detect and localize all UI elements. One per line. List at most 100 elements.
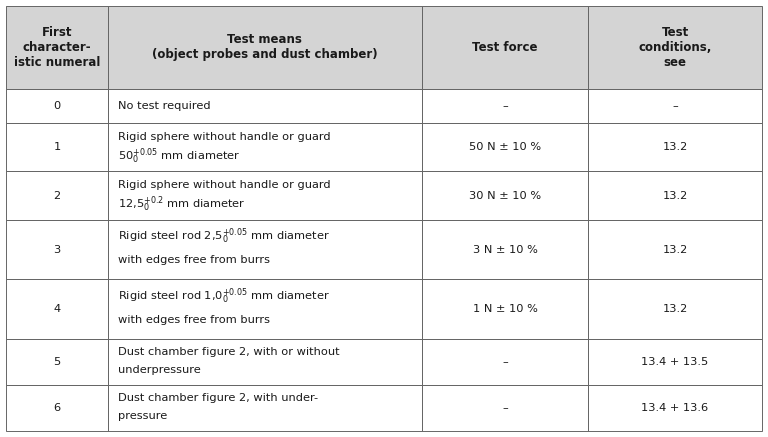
Bar <box>6 385 108 431</box>
Bar <box>6 279 108 339</box>
Bar <box>422 279 588 339</box>
Text: 12,5$^{+0.2}_{0}$ mm diameter: 12,5$^{+0.2}_{0}$ mm diameter <box>118 194 246 214</box>
Text: 13.2: 13.2 <box>663 245 687 254</box>
Text: underpressure: underpressure <box>118 365 200 375</box>
Text: 3 N ± 10 %: 3 N ± 10 % <box>472 245 538 254</box>
Bar <box>588 89 762 123</box>
Text: 30 N ± 10 %: 30 N ± 10 % <box>469 191 541 201</box>
Bar <box>588 279 762 339</box>
Bar <box>108 279 422 339</box>
Bar <box>6 171 108 220</box>
Text: First
character-
istic numeral: First character- istic numeral <box>14 26 100 69</box>
Bar <box>108 220 422 279</box>
Text: –: – <box>502 101 508 111</box>
Text: Dust chamber figure 2, with or without: Dust chamber figure 2, with or without <box>118 347 339 357</box>
Bar <box>588 89 762 123</box>
Text: with edges free from burrs: with edges free from burrs <box>118 255 270 265</box>
Text: 4: 4 <box>54 304 61 314</box>
Text: 1: 1 <box>54 142 61 152</box>
Bar <box>108 339 422 385</box>
Bar <box>108 279 422 339</box>
Text: Test
conditions,
see: Test conditions, see <box>638 26 712 69</box>
Bar <box>422 89 588 123</box>
Bar <box>422 6 588 89</box>
Text: pressure: pressure <box>118 411 167 421</box>
Bar <box>588 220 762 279</box>
Bar <box>588 385 762 431</box>
Text: Test force: Test force <box>472 41 538 54</box>
Bar <box>588 339 762 385</box>
Bar <box>588 123 762 171</box>
Bar <box>6 123 108 171</box>
Bar <box>422 385 588 431</box>
Bar <box>588 6 762 89</box>
Text: 3: 3 <box>54 245 61 254</box>
Bar <box>108 220 422 279</box>
Text: 50 N ± 10 %: 50 N ± 10 % <box>469 142 541 152</box>
Bar <box>6 6 108 89</box>
Text: Rigid steel rod 1,0$^{+0.05}_{0}$ mm diameter: Rigid steel rod 1,0$^{+0.05}_{0}$ mm dia… <box>118 286 329 306</box>
Bar <box>422 220 588 279</box>
Bar <box>6 220 108 279</box>
Text: –: – <box>672 101 678 111</box>
Text: –: – <box>502 403 508 413</box>
Bar <box>108 339 422 385</box>
Bar <box>588 171 762 220</box>
Text: with edges free from burrs: with edges free from burrs <box>118 315 270 325</box>
Bar <box>108 123 422 171</box>
Bar <box>108 6 422 89</box>
Bar <box>588 279 762 339</box>
Bar <box>422 220 588 279</box>
Text: 50$^{+0.05}_{0}$ mm diameter: 50$^{+0.05}_{0}$ mm diameter <box>118 146 240 166</box>
Bar <box>422 89 588 123</box>
Bar <box>6 123 108 171</box>
Bar <box>108 171 422 220</box>
Bar <box>6 385 108 431</box>
Bar <box>422 339 588 385</box>
Bar <box>422 123 588 171</box>
Bar <box>108 89 422 123</box>
Text: 1 N ± 10 %: 1 N ± 10 % <box>472 304 538 314</box>
Bar <box>422 279 588 339</box>
Text: 13.2: 13.2 <box>663 304 687 314</box>
Text: 5: 5 <box>54 357 61 367</box>
Text: Dust chamber figure 2, with under-: Dust chamber figure 2, with under- <box>118 393 318 403</box>
Text: Rigid sphere without handle or guard: Rigid sphere without handle or guard <box>118 180 331 190</box>
Bar <box>422 123 588 171</box>
Bar <box>108 6 422 89</box>
Text: 13.4 + 13.6: 13.4 + 13.6 <box>641 403 709 413</box>
Bar <box>6 279 108 339</box>
Text: 2: 2 <box>54 191 61 201</box>
Text: Test means
(object probes and dust chamber): Test means (object probes and dust chamb… <box>152 33 378 61</box>
Bar <box>6 89 108 123</box>
Bar <box>588 220 762 279</box>
Bar <box>6 339 108 385</box>
Bar <box>422 6 588 89</box>
Text: 13.2: 13.2 <box>663 142 687 152</box>
Text: 6: 6 <box>54 403 61 413</box>
Bar <box>588 339 762 385</box>
Text: –: – <box>502 357 508 367</box>
Text: Rigid steel rod 2,5$^{+0.05}_{0}$ mm diameter: Rigid steel rod 2,5$^{+0.05}_{0}$ mm dia… <box>118 226 329 246</box>
Bar <box>108 385 422 431</box>
Bar <box>422 339 588 385</box>
Bar <box>108 123 422 171</box>
Bar <box>422 171 588 220</box>
Bar <box>588 6 762 89</box>
Bar <box>422 385 588 431</box>
Bar <box>6 171 108 220</box>
Bar <box>588 385 762 431</box>
Bar <box>422 171 588 220</box>
Bar <box>588 171 762 220</box>
Bar <box>6 339 108 385</box>
Bar <box>108 385 422 431</box>
Text: 13.2: 13.2 <box>663 191 687 201</box>
Bar <box>588 123 762 171</box>
Text: Rigid sphere without handle or guard: Rigid sphere without handle or guard <box>118 132 331 142</box>
Bar <box>108 89 422 123</box>
Bar <box>6 6 108 89</box>
Text: 0: 0 <box>54 101 61 111</box>
Text: No test required: No test required <box>118 101 210 111</box>
Bar <box>6 220 108 279</box>
Bar <box>108 171 422 220</box>
